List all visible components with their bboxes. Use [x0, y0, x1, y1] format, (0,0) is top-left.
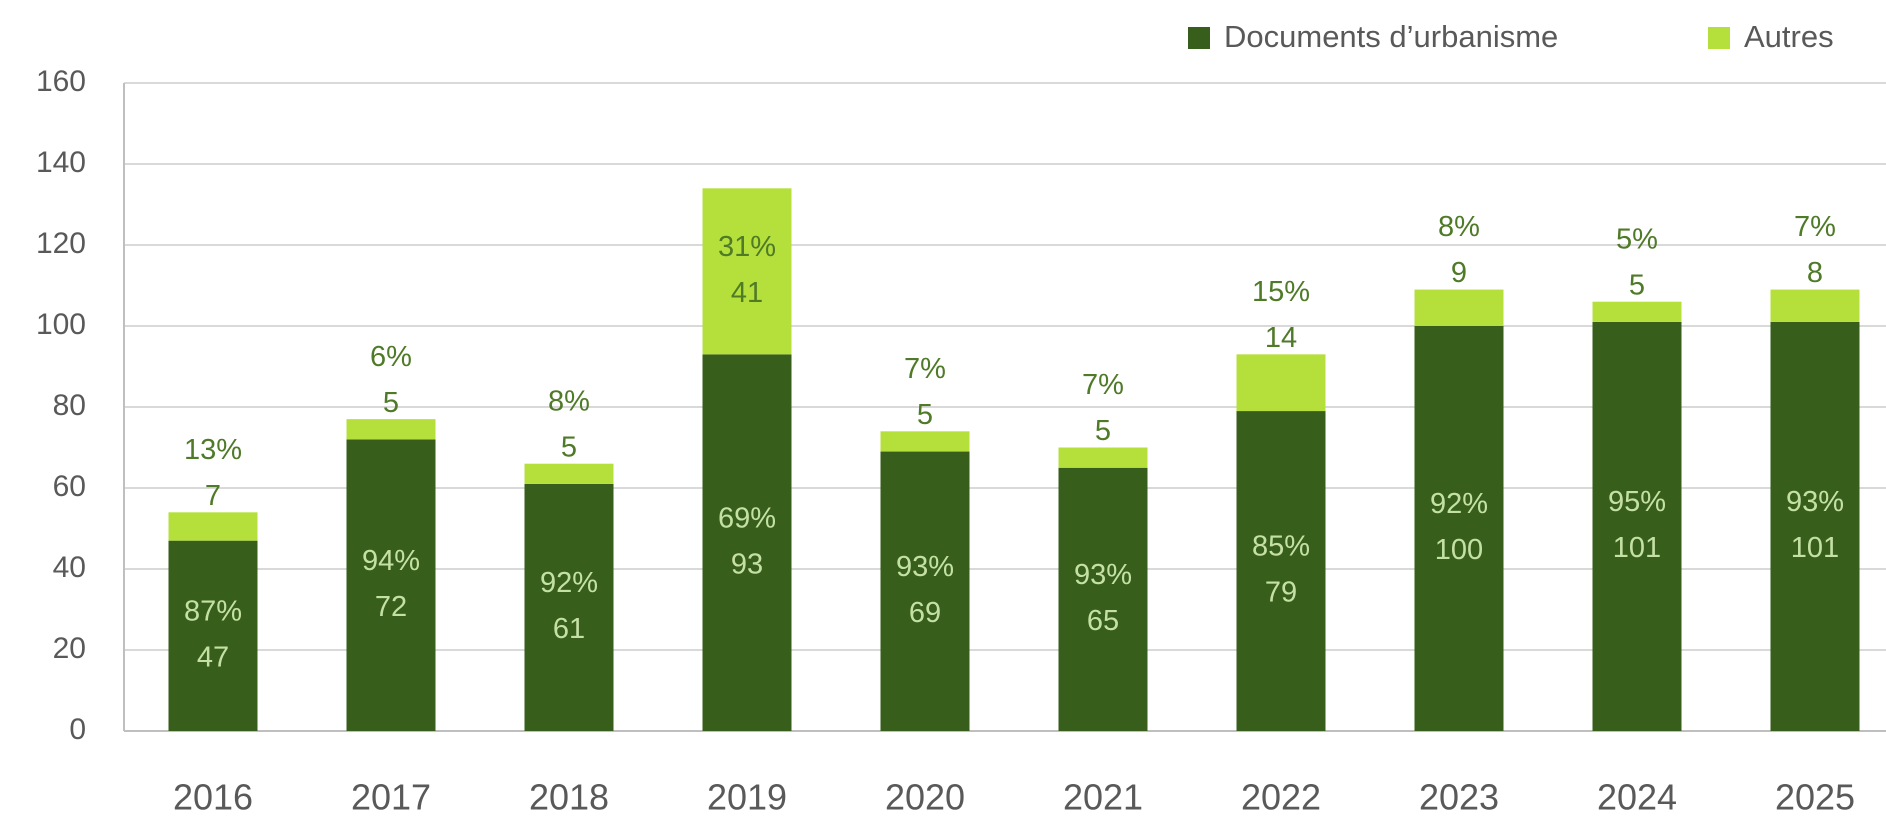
- value-label: 61: [553, 613, 585, 645]
- share-label: 13%: [184, 434, 242, 466]
- share-label: 8%: [548, 385, 590, 417]
- value-label: 93: [731, 548, 763, 580]
- share-label: 5%: [1616, 223, 1658, 255]
- bar-segment: [346, 439, 436, 731]
- bar-segment: [1414, 289, 1504, 326]
- share-label: 92%: [540, 567, 598, 599]
- y-tick-label: 100: [36, 308, 86, 341]
- y-tick-label: 160: [36, 65, 86, 98]
- share-label: 85%: [1252, 531, 1310, 563]
- share-label: 8%: [1438, 211, 1480, 243]
- share-label: 7%: [904, 353, 946, 385]
- share-label: 87%: [184, 595, 242, 627]
- bar-segment: [524, 463, 614, 484]
- x-tick-label: 2025: [1775, 777, 1855, 818]
- bar-segment: [702, 354, 792, 731]
- bar-segment: [1414, 326, 1504, 731]
- bar-segment: [1592, 301, 1682, 322]
- x-tick-label: 2019: [707, 777, 787, 818]
- legend-swatch: [1708, 27, 1730, 49]
- bar-segment: [346, 419, 436, 440]
- bar-segment: [1770, 321, 1860, 731]
- share-label: 95%: [1608, 486, 1666, 518]
- x-tick-label: 2022: [1241, 777, 1321, 818]
- value-label: 79: [1265, 577, 1297, 609]
- value-label: 65: [1087, 605, 1119, 637]
- bar-segment: [880, 431, 970, 452]
- x-tick-label: 2023: [1419, 777, 1499, 818]
- y-tick-label: 60: [53, 470, 86, 503]
- x-tick-label: 2016: [173, 777, 253, 818]
- share-label: 7%: [1794, 211, 1836, 243]
- value-label: 5: [1629, 269, 1645, 301]
- x-tick-label: 2021: [1063, 777, 1143, 818]
- share-label: 7%: [1082, 369, 1124, 401]
- bar-segment: [1770, 289, 1860, 322]
- value-label: 5: [917, 399, 933, 431]
- share-label: 31%: [718, 231, 776, 263]
- bar-segment: [1236, 354, 1326, 412]
- value-label: 8: [1807, 257, 1823, 289]
- value-label: 5: [383, 387, 399, 419]
- value-label: 47: [197, 641, 229, 673]
- y-tick-label: 40: [53, 551, 86, 584]
- y-tick-label: 20: [53, 632, 86, 665]
- x-tick-label: 2020: [885, 777, 965, 818]
- share-label: 6%: [370, 341, 412, 373]
- value-label: 7: [205, 480, 221, 512]
- bar-segment: [168, 540, 258, 731]
- value-label: 41: [731, 277, 763, 309]
- bar-segment: [880, 451, 970, 731]
- value-label: 69: [909, 597, 941, 629]
- value-label: 14: [1265, 322, 1297, 354]
- y-tick-label: 140: [36, 146, 86, 179]
- value-label: 100: [1435, 534, 1483, 566]
- value-label: 72: [375, 591, 407, 623]
- bar-segment: [1592, 321, 1682, 731]
- y-tick-label: 0: [69, 713, 86, 746]
- legend-label: Autres: [1744, 19, 1834, 54]
- share-label: 15%: [1252, 276, 1310, 308]
- share-label: 93%: [1786, 486, 1844, 518]
- bar-segment: [524, 483, 614, 731]
- x-tick-label: 2018: [529, 777, 609, 818]
- value-label: 9: [1451, 257, 1467, 289]
- x-tick-label: 2024: [1597, 777, 1677, 818]
- value-label: 101: [1613, 532, 1661, 564]
- value-label: 5: [561, 431, 577, 463]
- share-label: 93%: [896, 551, 954, 583]
- bar-segment: [1058, 467, 1148, 731]
- share-label: 94%: [362, 545, 420, 577]
- legend-swatch: [1188, 27, 1210, 49]
- value-label: 101: [1791, 532, 1839, 564]
- share-label: 69%: [718, 502, 776, 534]
- bar-segment: [702, 188, 792, 355]
- bar-segment: [1058, 447, 1148, 468]
- bar-segment: [168, 512, 258, 541]
- y-tick-label: 120: [36, 227, 86, 260]
- x-tick-label: 2017: [351, 777, 431, 818]
- bar-segment: [1236, 411, 1326, 731]
- share-label: 92%: [1430, 488, 1488, 520]
- y-tick-label: 80: [53, 389, 86, 422]
- legend-label: Documents d’urbanisme: [1224, 19, 1558, 54]
- share-label: 93%: [1074, 559, 1132, 591]
- value-label: 5: [1095, 415, 1111, 447]
